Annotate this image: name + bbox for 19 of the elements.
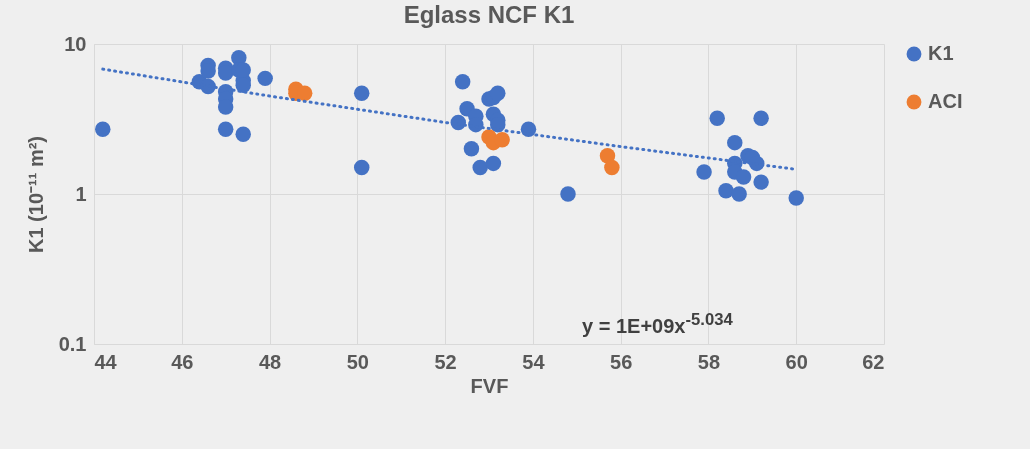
x-tick-label: 50 xyxy=(346,350,369,373)
x-tick-label: 44 xyxy=(94,350,118,373)
x-tick-label: 52 xyxy=(434,350,457,373)
y-axis-title: K1 (10⁻¹¹ m²) xyxy=(24,135,47,254)
x-tick-label: 62 xyxy=(862,350,885,373)
x-tick-label: 60 xyxy=(785,350,808,373)
x-tick-label: 46 xyxy=(171,350,194,373)
x-tick-label: 48 xyxy=(258,350,282,373)
y-tick-label: 0.1 xyxy=(58,332,87,355)
x-tick-label: 58 xyxy=(697,350,721,373)
y-tick-label: 1 xyxy=(75,182,87,205)
x-tick-label: 54 xyxy=(522,350,546,373)
legend-label: K1 xyxy=(928,42,954,64)
x-axis-title: FVF xyxy=(470,374,509,397)
legend-label: ACI xyxy=(928,90,963,112)
annotation: y = 1E+09x$^{-5.034}$ xyxy=(582,310,733,338)
x-tick-label: 56 xyxy=(610,350,633,373)
y-tick-label: 10 xyxy=(64,32,87,55)
chart-title: Eglass NCF K1 xyxy=(403,1,575,28)
